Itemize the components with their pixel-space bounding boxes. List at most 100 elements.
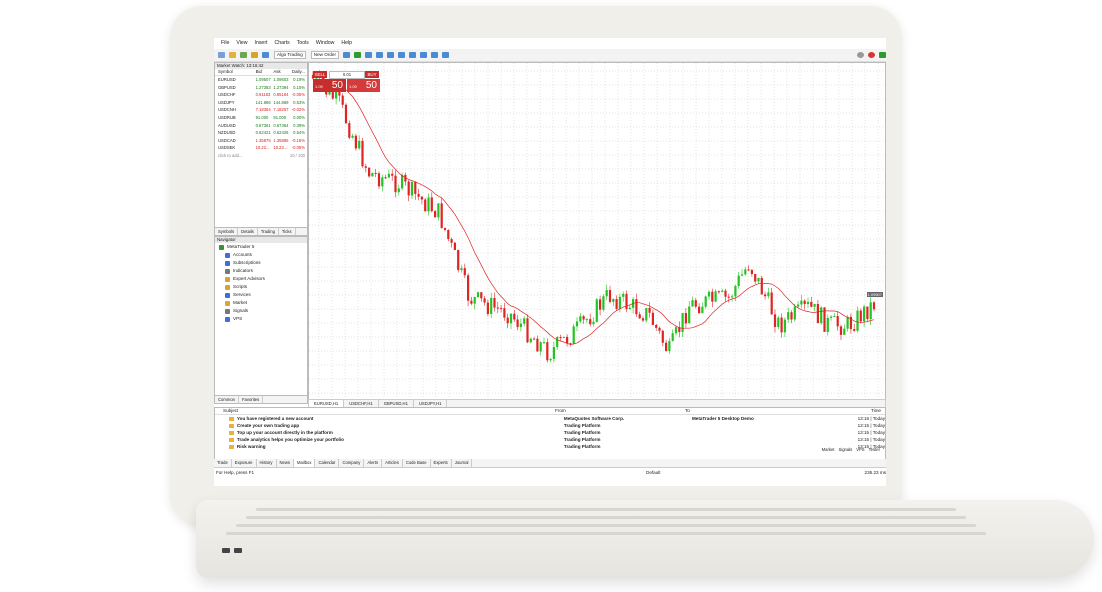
market-watch-row[interactable]: GBPUSD 1.27383 1.27394 0.15% xyxy=(215,84,307,92)
toolbox-tab-articles[interactable]: Articles xyxy=(382,459,403,467)
tester-tab[interactable]: Tester xyxy=(868,447,880,452)
col-daily[interactable]: Daily... xyxy=(291,69,305,74)
col-time[interactable]: Time xyxy=(870,408,881,413)
mail-row[interactable]: You have registered a new account MetaQu… xyxy=(215,415,885,422)
new-chart-icon[interactable] xyxy=(218,52,225,58)
candlestick-icon[interactable] xyxy=(354,52,362,58)
trendline-icon[interactable] xyxy=(431,52,439,58)
navigator-item[interactable]: Accounts xyxy=(215,251,307,259)
candlestick-chart[interactable] xyxy=(309,63,885,399)
toolbox-tab-calendar[interactable]: Calendar xyxy=(315,459,340,467)
candle-body xyxy=(443,227,447,230)
navigator-item[interactable]: Indicators xyxy=(215,267,307,275)
chart-tab-gbpusd[interactable]: GBPUSD,H1 xyxy=(379,400,414,407)
market-watch-row[interactable]: AUDUSD 0.67361 0.67364 0.39% xyxy=(215,122,307,130)
market-watch-row[interactable]: USDCAD 1.35875 1.35885 -0.16% xyxy=(215,137,307,145)
toolbox-tab-mailbox[interactable]: Mailbox xyxy=(294,459,316,467)
algo-trading-button[interactable]: Algo Trading xyxy=(274,51,306,59)
tab-details[interactable]: Details xyxy=(238,228,258,235)
profiles-icon[interactable] xyxy=(229,52,236,58)
menu-file[interactable]: File xyxy=(221,40,230,46)
menu-insert[interactable]: Insert xyxy=(254,40,268,46)
price-chart[interactable]: SELL 0.01 BUY 1.09 50 1.09 50 1.09507 xyxy=(308,62,886,400)
market-watch-row[interactable]: EURUSD 1.09507 1.09603 0.19% xyxy=(215,76,307,84)
search-icon[interactable] xyxy=(857,52,864,58)
col-to[interactable]: To xyxy=(685,408,690,413)
add-symbol-label[interactable]: click to add... xyxy=(218,152,243,158)
market-watch-icon[interactable] xyxy=(240,52,247,58)
navigator-item[interactable]: VPS xyxy=(215,315,307,323)
zoom-out-icon[interactable] xyxy=(387,52,395,58)
strategy-tester-icon[interactable] xyxy=(262,52,269,58)
market-watch-row[interactable]: USDJPY 141.886 144.869 0.53% xyxy=(215,99,307,107)
toolbox-tab-exposure[interactable]: Exposure xyxy=(232,459,257,467)
notification-icon[interactable] xyxy=(868,52,875,58)
mail-row[interactable]: Create your own trading app Trading Plat… xyxy=(215,422,885,429)
navigator-item[interactable]: Expert Advisors xyxy=(215,275,307,283)
col-symbol[interactable]: Symbol xyxy=(218,69,233,74)
buy-price[interactable]: 1.09 50 xyxy=(347,79,380,92)
tab-ticks[interactable]: Ticks xyxy=(279,228,296,235)
navigator-item[interactable]: Scripts xyxy=(215,283,307,291)
market-tab[interactable]: Market xyxy=(821,447,835,452)
chart-tab-usdchf[interactable]: USDCHF,H1 xyxy=(344,400,379,407)
toolbox-tab-company[interactable]: Company xyxy=(339,459,365,467)
account-icon[interactable] xyxy=(879,52,886,58)
tab-symbols[interactable]: Symbols xyxy=(215,228,239,235)
sell-price[interactable]: 1.09 50 xyxy=(313,79,346,92)
toolbox-tab-history[interactable]: History xyxy=(257,459,277,467)
menu-view[interactable]: View xyxy=(236,40,248,46)
chart-tab-eurusd[interactable]: EURUSD,H1 xyxy=(309,400,345,407)
new-order-button[interactable]: New Order xyxy=(310,51,340,59)
menu-tools[interactable]: Tools xyxy=(296,40,309,46)
tab-common[interactable]: Common xyxy=(215,396,239,403)
bar-chart-icon[interactable] xyxy=(343,52,351,58)
col-bid[interactable]: Bid xyxy=(255,69,262,74)
tab-trading[interactable]: Trading xyxy=(258,228,279,235)
sell-button[interactable]: SELL xyxy=(313,71,327,78)
navigator-item[interactable]: MetaTrader 5 xyxy=(215,243,307,251)
navigator-item[interactable]: Services xyxy=(215,291,307,299)
crosshair-icon[interactable] xyxy=(420,52,428,58)
zoom-in-icon[interactable] xyxy=(376,52,384,58)
toolbox-tab-news[interactable]: News xyxy=(277,459,295,467)
text-tool-icon[interactable] xyxy=(442,52,450,58)
toolbox-tab-code-base[interactable]: Code Base xyxy=(403,459,431,467)
market-watch-row[interactable]: USDCNH 7.18364 7.18257 -0.02% xyxy=(215,106,307,114)
volume-input[interactable]: 0.01 xyxy=(329,71,365,79)
market-watch-row[interactable]: USDCHF 0.91183 0.85184 -0.05% xyxy=(215,91,307,99)
mail-time: 13:15 | Today xyxy=(857,437,886,442)
col-from[interactable]: From xyxy=(555,408,566,413)
toolbox-tab-journal[interactable]: Journal xyxy=(452,459,473,467)
grid-icon[interactable] xyxy=(398,52,406,58)
line-chart-icon[interactable] xyxy=(365,52,373,58)
navigator-item[interactable]: Signals xyxy=(215,307,307,315)
col-subject[interactable]: Subject xyxy=(223,408,239,413)
menu-charts[interactable]: Charts xyxy=(274,40,290,46)
market-watch-row[interactable]: USDSEK 10.22... 10.23... -0.05% xyxy=(215,144,307,152)
navigator-item[interactable]: Subscriptions xyxy=(215,259,307,267)
navigator-icon[interactable] xyxy=(251,52,258,58)
mail-row[interactable]: Top up your account directly in the plat… xyxy=(215,429,885,436)
col-ask[interactable]: Ask xyxy=(273,69,281,74)
buy-button[interactable]: BUY xyxy=(365,71,379,78)
candle-body xyxy=(348,123,351,138)
vps-tab[interactable]: VPS xyxy=(856,447,865,452)
menu-help[interactable]: Help xyxy=(341,40,353,46)
candle-body xyxy=(562,336,565,338)
tab-favorites[interactable]: Favorites xyxy=(239,396,264,403)
signals-tab[interactable]: Signals xyxy=(838,447,853,452)
market-watch-row[interactable]: NZDUSD 0.62421 0.62426 0.54% xyxy=(215,129,307,137)
toolbox-tab-alerts[interactable]: Alerts xyxy=(364,459,383,467)
chart-tab-usdjpy[interactable]: USDJPY,H1 xyxy=(414,400,448,407)
toolbox-tab-experts[interactable]: Experts xyxy=(431,459,452,467)
navigator-item[interactable]: Market xyxy=(215,299,307,307)
candle-body xyxy=(542,342,546,344)
toolbox-tab-trade[interactable]: Trade xyxy=(214,459,232,467)
market-watch-row[interactable]: USDRUB 91.000 91.000 0.00% xyxy=(215,114,307,122)
menu-window[interactable]: Window xyxy=(315,40,335,46)
mail-row[interactable]: Trade analytics helps you optimize your … xyxy=(215,436,885,443)
market-watch-add-row[interactable]: click to add... 10 / 100 xyxy=(215,152,307,160)
mail-row[interactable]: Risk warning Trading Platform 13:15 | To… xyxy=(215,443,885,450)
autoscroll-icon[interactable] xyxy=(409,52,417,58)
